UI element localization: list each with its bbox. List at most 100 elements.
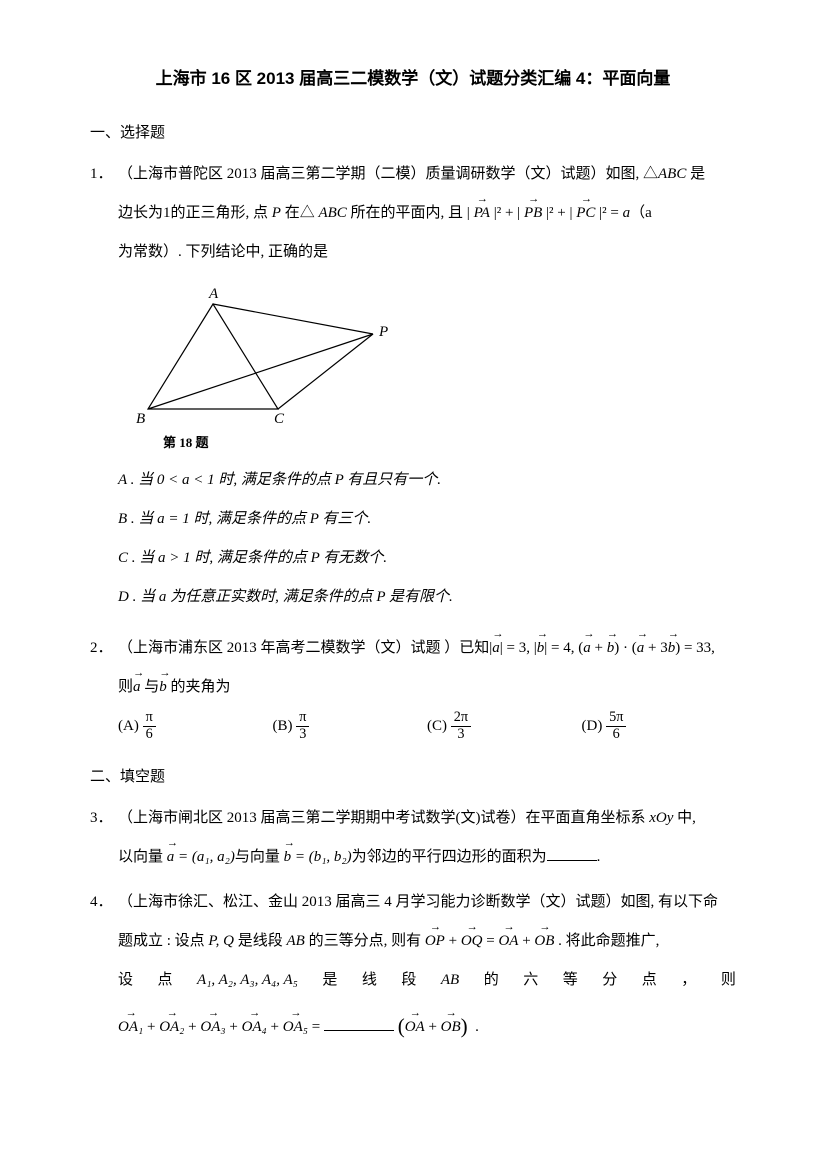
source-text: （上海市闸北区 2013 届高三第二学期期中考试数学(文)试卷）在平面直角坐标系 — [118, 810, 649, 826]
opt-label: (A) — [118, 718, 139, 734]
svg-text:C: C — [274, 411, 285, 427]
question-3: 3． （上海市闸北区 2013 届高三第二学期期中考试数学(文)试卷）在平面直角… — [90, 802, 736, 874]
text: = 3, — [507, 640, 534, 656]
plus: + — [143, 1019, 159, 1035]
opt-label: (C) — [427, 718, 447, 734]
vec-pb: PB — [524, 197, 542, 230]
option-a: A . 当 0 < a < 1 时, 满足条件的点 P 有且只有一个. — [118, 464, 736, 497]
question-2: 2． （上海市浦东区 2013 年高考二模数学（文）试题 ）已知|a| = 3,… — [90, 632, 736, 749]
plus: + — [648, 640, 656, 656]
text: 段 — [401, 964, 416, 997]
blank — [547, 846, 597, 861]
question-number: 1． — [90, 158, 118, 620]
question-number: 3． — [90, 802, 118, 874]
plus: + — [184, 1019, 200, 1035]
a-var: a — [623, 205, 631, 221]
frac-den: 6 — [606, 727, 626, 743]
vec-oa3: OA₃ — [200, 1011, 225, 1044]
p-var: P — [272, 205, 281, 221]
plus: + — [518, 933, 534, 949]
text: 分 — [602, 964, 617, 997]
plus: + — [226, 1019, 242, 1035]
vec-a: a — [583, 632, 591, 665]
section-2-heading: 二、填空题 — [90, 761, 736, 794]
question-body: （上海市普陀区 2013 届高三第二学期（二模）质量调研数学（文）试题）如图, … — [118, 158, 736, 620]
text: 设 — [118, 964, 133, 997]
frac-num: 2π — [451, 710, 471, 727]
angle-text: 的夹角为 — [167, 679, 231, 695]
blank — [324, 1016, 394, 1031]
option-b: (B) π3 — [273, 710, 428, 743]
vec-oa5: OA₅ — [283, 1011, 308, 1044]
vec-ob: OB — [441, 1011, 461, 1044]
question-number: 2． — [90, 632, 118, 749]
source-text: （上海市浦东区 2013 年高考二模数学（文）试题 ）已知 — [118, 640, 489, 656]
vec-oa1: OA₁ — [118, 1011, 143, 1044]
vec-pc: PC — [576, 197, 595, 230]
vec-a: a — [133, 671, 141, 704]
opt-label: (D) — [582, 718, 603, 734]
text: = 33, — [680, 640, 715, 656]
question-body: （上海市徐汇、松江、金山 2013 届高三 4 月学习能力诊断数学（文）试题）如… — [118, 886, 736, 1049]
period: . — [597, 849, 601, 865]
question-body: （上海市浦东区 2013 年高考二模数学（文）试题 ）已知|a| = 3, |b… — [118, 632, 736, 749]
question-body: （上海市闸北区 2013 届高三第二学期期中考试数学(文)试卷）在平面直角坐标系… — [118, 802, 736, 874]
frac-den: 3 — [296, 727, 309, 743]
vec-oa: OA — [498, 925, 518, 958]
text: 六 — [523, 964, 538, 997]
vec-pa: PA — [474, 197, 490, 230]
dot: · — [623, 640, 628, 656]
vec-oa4: OA₄ — [242, 1011, 267, 1044]
option-c: (C) 2π3 — [427, 710, 582, 743]
then: 则 — [118, 679, 133, 695]
text: 是线段 — [234, 933, 287, 949]
text: （a — [630, 205, 652, 221]
three: 3 — [660, 640, 668, 656]
option-d: D . 当 a 为任意正实数时, 满足条件的点 P 是有限个. — [118, 581, 736, 614]
vec-oq: OQ — [461, 925, 483, 958]
text: |² = — [595, 205, 622, 221]
period: . — [475, 1019, 479, 1035]
pq: P, Q — [208, 933, 234, 949]
with: 与向量 — [235, 849, 284, 865]
plus: + — [595, 640, 603, 656]
vec-a: a — [637, 632, 645, 665]
text: 以向量 — [118, 849, 167, 865]
text: . 将此命题推广, — [554, 933, 659, 949]
vec-a: a — [167, 841, 175, 874]
option-d: (D) 5π6 — [582, 710, 737, 743]
option-a: (A) π6 — [118, 710, 273, 743]
eq-b: = (b₁, b₂) — [291, 849, 352, 865]
eq: = — [482, 933, 498, 949]
text: 是 — [686, 166, 705, 182]
svg-text:B: B — [136, 411, 145, 427]
abc-text: ABC — [658, 166, 686, 182]
frac-num: 5π — [606, 710, 626, 727]
text: 的三等分点, 则有 — [305, 933, 425, 949]
text: 点 — [158, 964, 173, 997]
page-title: 上海市 16 区 2013 届高三二模数学（文）试题分类汇编 4：平面向量 — [90, 60, 736, 97]
text: 为常数）. 下列结论中, 正确的是 — [118, 236, 736, 269]
and: 与 — [141, 679, 160, 695]
vec-ob: OB — [534, 925, 554, 958]
section-1-heading: 一、选择题 — [90, 117, 736, 150]
vec-b: b — [607, 632, 615, 665]
text: 题成立 : 设点 — [118, 933, 208, 949]
text: 在△ — [281, 205, 319, 221]
vec-oa: OA — [405, 1011, 425, 1044]
text: |² + | — [490, 205, 524, 221]
text: 的 — [484, 964, 499, 997]
eq: = — [308, 1019, 324, 1035]
vec-op: OP — [425, 925, 445, 958]
vec-oa2: OA₂ — [159, 1011, 184, 1044]
frac-num: π — [143, 710, 156, 727]
text: 所在的平面内, 且 | — [347, 205, 474, 221]
question-1: 1． （上海市普陀区 2013 届高三第二学期（二模）质量调研数学（文）试题）如… — [90, 158, 736, 620]
vec-b: b — [537, 632, 545, 665]
text: 等 — [563, 964, 578, 997]
text: = 4, — [551, 640, 578, 656]
triangle-figure: A B C P — [128, 279, 408, 429]
text: 点 — [642, 964, 657, 997]
question-4: 4． （上海市徐汇、松江、金山 2013 届高三 4 月学习能力诊断数学（文）试… — [90, 886, 736, 1049]
abc-text: ABC — [318, 205, 346, 221]
